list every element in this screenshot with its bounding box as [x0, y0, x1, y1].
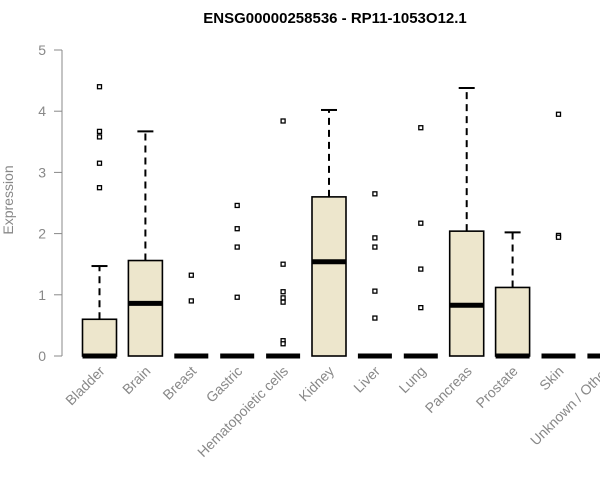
box-rect-9 — [494, 286, 531, 357]
box-1 — [127, 130, 164, 357]
boxes-layer — [81, 84, 600, 359]
outlier-7-1 — [418, 220, 424, 226]
box-2 — [174, 272, 209, 359]
x-label-5: Kidney — [296, 363, 338, 405]
x-label-8: Pancreas — [422, 363, 475, 416]
outlier-3-0 — [234, 202, 240, 209]
box-3 — [220, 202, 255, 359]
box-rect-0 — [81, 318, 118, 357]
outlier-2-0 — [188, 272, 194, 278]
y-tick-label-1: 1 — [38, 287, 46, 303]
y-tick-label-5: 5 — [38, 42, 46, 58]
outlier-3-1 — [234, 226, 240, 232]
outlier-0-4 — [96, 185, 103, 191]
x-label-3: Gastric — [203, 363, 246, 406]
x-label-0: Bladder — [62, 363, 108, 409]
x-label-1: Brain — [119, 363, 153, 397]
box-8 — [448, 86, 485, 357]
chart-title: ENSG00000258536 - RP11-1053O12.1 — [203, 10, 467, 27]
x-label-2: Breast — [159, 363, 199, 403]
outlier-4-1 — [280, 261, 286, 267]
x-label-4: Hematopoietic cells — [194, 363, 291, 460]
box-rect-1 — [127, 259, 164, 357]
outlier-4-3 — [280, 295, 286, 301]
box-4 — [266, 118, 301, 359]
outlier-4-2 — [280, 289, 286, 295]
outlier-3-3 — [234, 294, 240, 300]
outlier-3-2 — [234, 244, 240, 250]
outlier-6-3 — [372, 288, 378, 294]
outlier-10-0 — [555, 111, 562, 117]
outlier-6-2 — [372, 244, 378, 250]
box-0 — [81, 84, 118, 359]
outlier-10-2 — [555, 234, 562, 240]
outlier-4-0 — [280, 118, 286, 124]
outlier-7-2 — [418, 266, 424, 272]
box-rect-5 — [311, 196, 347, 357]
box-rect-8 — [448, 230, 485, 357]
outlier-0-1 — [96, 128, 103, 135]
outlier-6-4 — [372, 315, 378, 321]
x-label-10: Skin — [536, 363, 567, 394]
box-5 — [311, 108, 347, 357]
y-tick-label-3: 3 — [38, 164, 46, 180]
outlier-7-3 — [418, 305, 424, 311]
box-9 — [494, 231, 531, 359]
outlier-7-0 — [418, 125, 424, 131]
y-tick-label-0: 0 — [38, 348, 46, 364]
outlier-6-0 — [372, 191, 378, 197]
y-axis-label: Expression — [0, 165, 16, 234]
box-7 — [403, 125, 438, 359]
outlier-2-1 — [188, 298, 194, 304]
box-11 — [587, 353, 600, 359]
x-label-6: Liver — [350, 363, 383, 396]
y-tick-label-4: 4 — [38, 103, 46, 119]
x-label-9: Prostate — [473, 363, 521, 411]
x-label-7: Lung — [396, 363, 429, 396]
outlier-4-6 — [280, 341, 286, 347]
outlier-6-1 — [372, 235, 378, 241]
box-10 — [541, 111, 576, 359]
outlier-4-4 — [280, 299, 286, 305]
y-tick-label-2: 2 — [38, 226, 46, 242]
y-axis: 0 1 2 3 4 5 — [38, 42, 63, 364]
outlier-0-3 — [96, 160, 103, 166]
outlier-0-0 — [96, 84, 103, 90]
box-6 — [357, 191, 392, 359]
outlier-0-2 — [96, 134, 103, 140]
